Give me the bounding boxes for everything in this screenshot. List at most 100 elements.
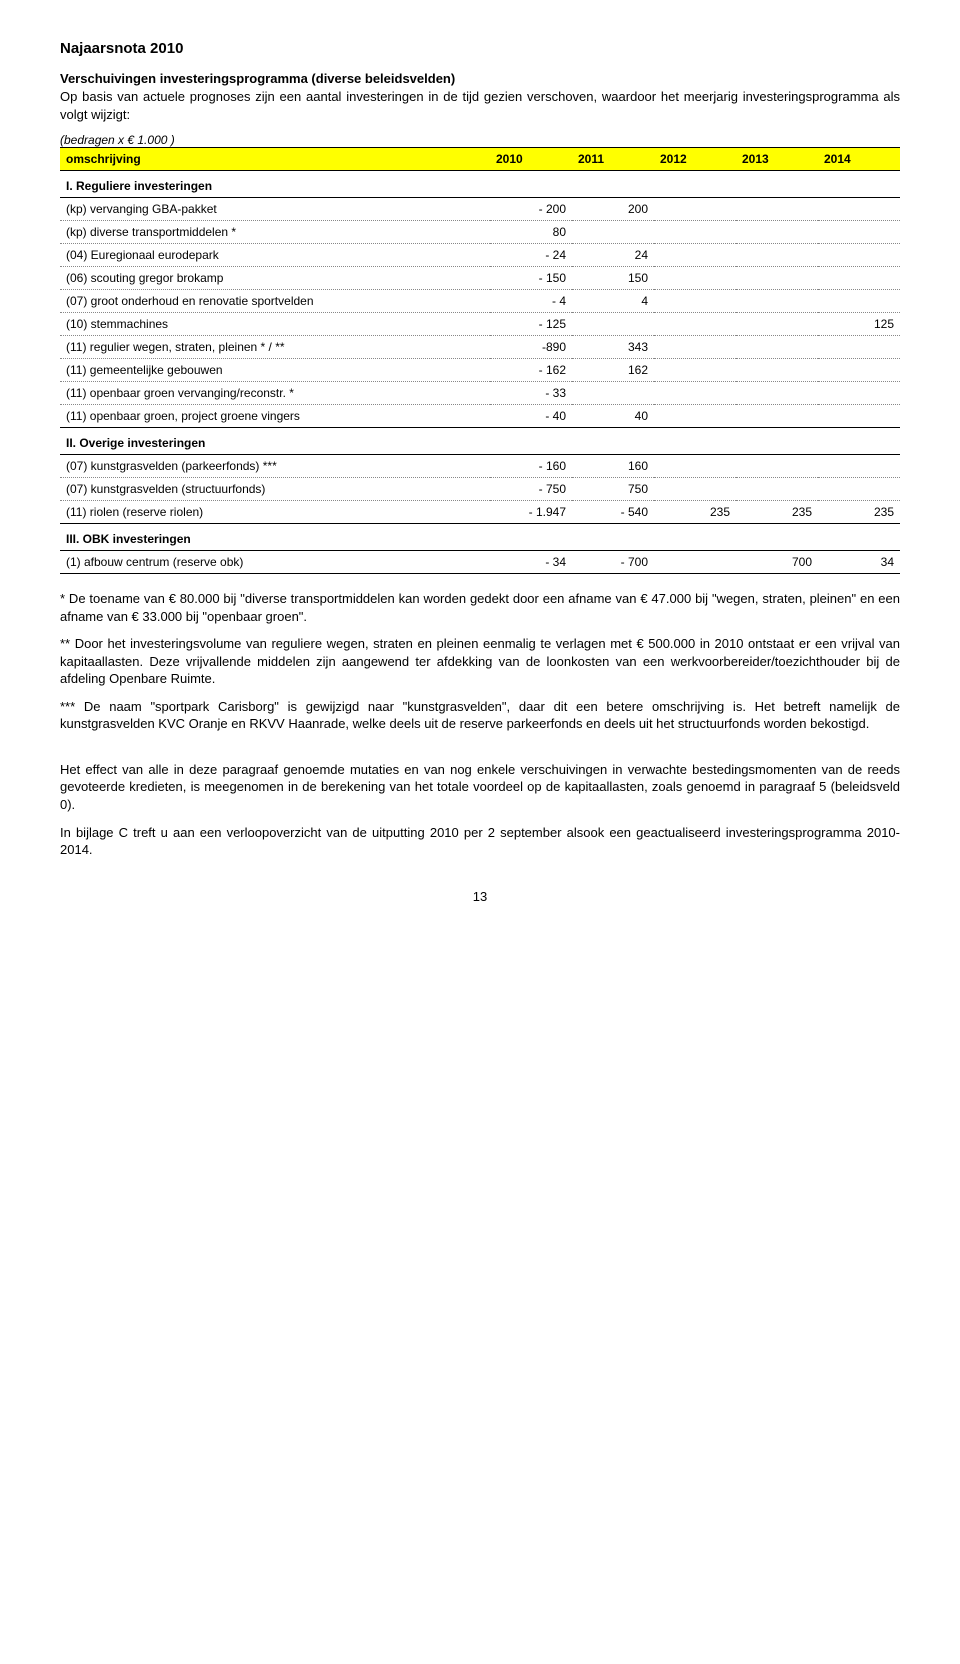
cell: - 200 <box>490 198 572 221</box>
cell <box>572 221 654 244</box>
cell <box>654 382 736 405</box>
row-label: (07) groot onderhoud en renovatie sportv… <box>60 290 490 313</box>
col-2014: 2014 <box>818 148 900 171</box>
cell <box>654 478 736 501</box>
row-label: (1) afbouw centrum (reserve obk) <box>60 551 490 574</box>
section-label: II. Overige investeringen <box>60 428 900 455</box>
cell <box>572 313 654 336</box>
row-label: (11) regulier wegen, straten, pleinen * … <box>60 336 490 359</box>
cell: 750 <box>572 478 654 501</box>
row-label: (06) scouting gregor brokamp <box>60 267 490 290</box>
cell <box>818 198 900 221</box>
cell <box>736 359 818 382</box>
intro-paragraph: Op basis van actuele prognoses zijn een … <box>60 88 900 123</box>
cell: - 700 <box>572 551 654 574</box>
cell <box>654 221 736 244</box>
cell: 160 <box>572 455 654 478</box>
cell <box>818 336 900 359</box>
cell <box>654 290 736 313</box>
col-omschrijving: omschrijving <box>60 148 490 171</box>
cell <box>654 267 736 290</box>
col-2011: 2011 <box>572 148 654 171</box>
cell <box>736 336 818 359</box>
cell <box>654 405 736 428</box>
cell: 235 <box>736 501 818 524</box>
row-label: (11) openbaar groen vervanging/reconstr.… <box>60 382 490 405</box>
col-2013: 2013 <box>736 148 818 171</box>
cell <box>736 478 818 501</box>
cell: 200 <box>572 198 654 221</box>
table-row: (07) groot onderhoud en renovatie sportv… <box>60 290 900 313</box>
section-row: III. OBK investeringen <box>60 524 900 551</box>
cell: -890 <box>490 336 572 359</box>
cell <box>736 313 818 336</box>
row-label: (kp) diverse transportmiddelen * <box>60 221 490 244</box>
cell <box>818 405 900 428</box>
cell: 343 <box>572 336 654 359</box>
cell: - 162 <box>490 359 572 382</box>
col-2012: 2012 <box>654 148 736 171</box>
cell <box>654 551 736 574</box>
row-label: (07) kunstgrasvelden (structuurfonds) <box>60 478 490 501</box>
section-row: II. Overige investeringen <box>60 428 900 455</box>
cell <box>572 382 654 405</box>
table-row: (06) scouting gregor brokamp- 150150 <box>60 267 900 290</box>
cell: - 1.947 <box>490 501 572 524</box>
section-heading: Verschuivingen investeringsprogramma (di… <box>60 71 900 86</box>
cell: - 34 <box>490 551 572 574</box>
row-label: (10) stemmachines <box>60 313 490 336</box>
table-row: (04) Euregionaal eurodepark- 2424 <box>60 244 900 267</box>
cell: 34 <box>818 551 900 574</box>
cell: - 540 <box>572 501 654 524</box>
table-row: (kp) diverse transportmiddelen *80 <box>60 221 900 244</box>
cell: - 125 <box>490 313 572 336</box>
col-2010: 2010 <box>490 148 572 171</box>
cell <box>818 267 900 290</box>
table-row: (11) regulier wegen, straten, pleinen * … <box>60 336 900 359</box>
cell <box>818 478 900 501</box>
cell: 235 <box>654 501 736 524</box>
row-label: (07) kunstgrasvelden (parkeerfonds) *** <box>60 455 490 478</box>
cell: - 150 <box>490 267 572 290</box>
investments-table: omschrijving 2010 2011 2012 2013 2014 I.… <box>60 147 900 574</box>
row-label: (kp) vervanging GBA-pakket <box>60 198 490 221</box>
cell: 162 <box>572 359 654 382</box>
cell <box>654 359 736 382</box>
cell <box>818 382 900 405</box>
cell: - 160 <box>490 455 572 478</box>
cell <box>736 244 818 267</box>
table-row: (kp) vervanging GBA-pakket- 200200 <box>60 198 900 221</box>
cell <box>736 221 818 244</box>
section-label: I. Reguliere investeringen <box>60 171 900 198</box>
table-row: (11) openbaar groen, project groene ving… <box>60 405 900 428</box>
cell <box>818 244 900 267</box>
table-row: (10) stemmachines- 125 125 <box>60 313 900 336</box>
cell: 125 <box>818 313 900 336</box>
cell: 235 <box>818 501 900 524</box>
cell <box>736 382 818 405</box>
body-paragraph-1: Het effect van alle in deze paragraaf ge… <box>60 761 900 814</box>
table-row: (07) kunstgrasvelden (structuurfonds)- 7… <box>60 478 900 501</box>
cell <box>818 221 900 244</box>
cell <box>818 359 900 382</box>
section-row: I. Reguliere investeringen <box>60 171 900 198</box>
section-label: III. OBK investeringen <box>60 524 900 551</box>
row-label: (11) openbaar groen, project groene ving… <box>60 405 490 428</box>
cell: 700 <box>736 551 818 574</box>
cell: 24 <box>572 244 654 267</box>
table-row: (11) openbaar groen vervanging/reconstr.… <box>60 382 900 405</box>
cell <box>736 198 818 221</box>
cell <box>654 455 736 478</box>
table-row: (07) kunstgrasvelden (parkeerfonds) ***-… <box>60 455 900 478</box>
cell <box>736 290 818 313</box>
footnote-2: ** Door het investeringsvolume van regul… <box>60 635 900 688</box>
row-label: (11) gemeentelijke gebouwen <box>60 359 490 382</box>
doc-title: Najaarsnota 2010 <box>60 40 900 57</box>
body-paragraph-2: In bijlage C treft u aan een verloopover… <box>60 824 900 859</box>
footnote-3: *** De naam "sportpark Carisborg" is gew… <box>60 698 900 733</box>
cell <box>654 244 736 267</box>
cell <box>736 267 818 290</box>
footnote-1: * De toename van € 80.000 bij "diverse t… <box>60 590 900 625</box>
cell: - 750 <box>490 478 572 501</box>
cell <box>736 455 818 478</box>
